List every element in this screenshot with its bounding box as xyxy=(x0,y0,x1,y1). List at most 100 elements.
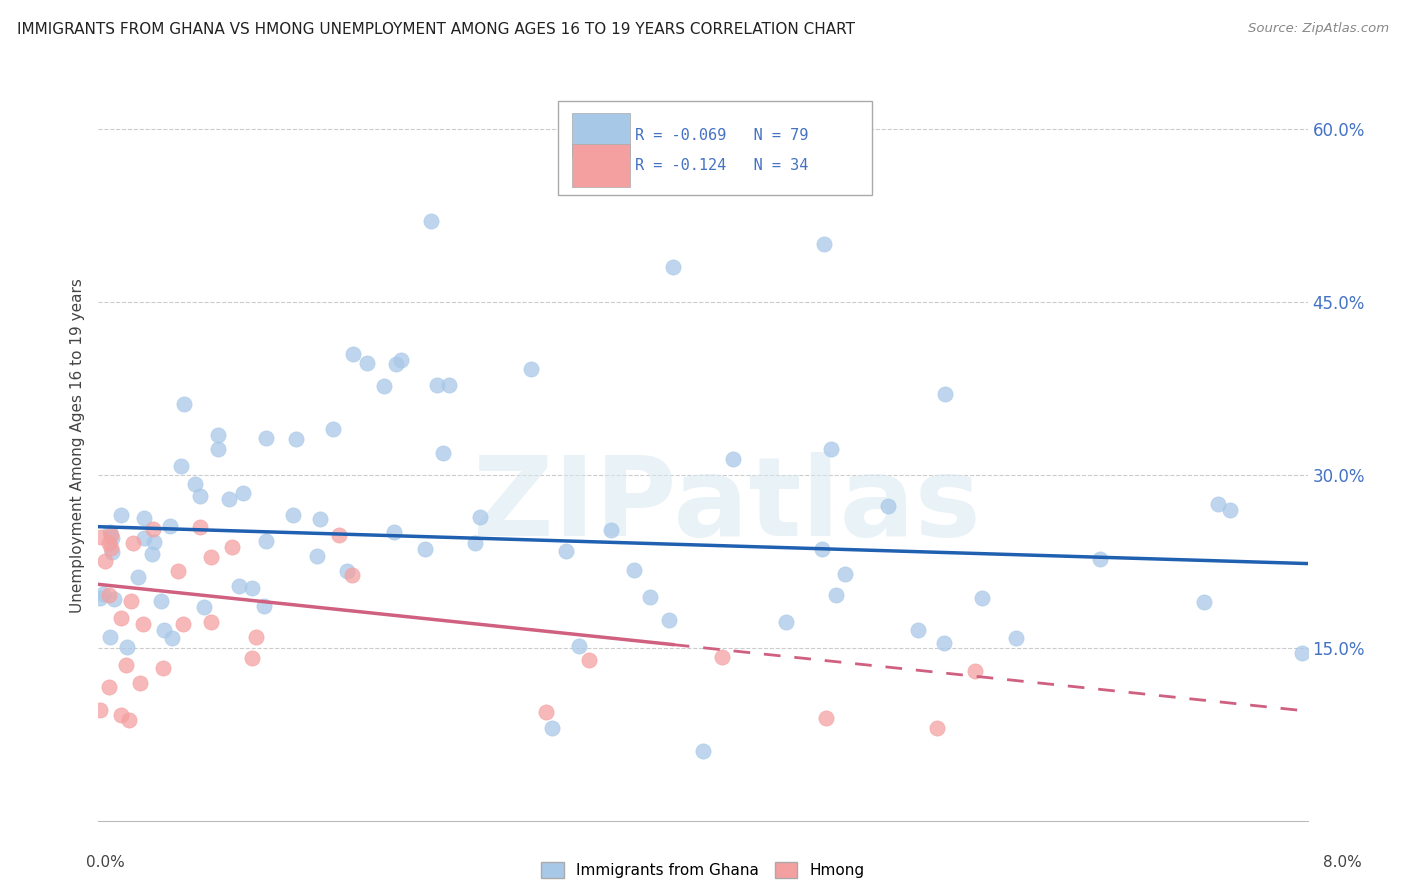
Point xyxy=(218,492,240,507)
Point xyxy=(173,397,195,411)
Legend: Immigrants from Ghana, Hmong: Immigrants from Ghana, Hmong xyxy=(536,856,870,884)
Point xyxy=(328,528,350,542)
Point xyxy=(925,721,948,735)
Text: R = -0.124   N = 34: R = -0.124 N = 34 xyxy=(636,158,808,173)
Point xyxy=(385,357,408,371)
Point xyxy=(820,442,842,457)
Point xyxy=(623,563,645,577)
Text: ZIPatlas: ZIPatlas xyxy=(474,452,981,559)
Point xyxy=(1291,646,1313,660)
Point xyxy=(309,511,332,525)
Point xyxy=(115,640,138,654)
Point xyxy=(1219,502,1241,516)
Point xyxy=(638,590,661,604)
Point xyxy=(877,499,900,513)
FancyBboxPatch shape xyxy=(572,113,630,157)
Point xyxy=(600,523,623,537)
Point xyxy=(160,631,183,645)
Point xyxy=(188,489,211,503)
Point xyxy=(94,554,117,568)
Point xyxy=(534,705,557,719)
Point xyxy=(98,680,121,694)
Point xyxy=(342,347,364,361)
Point xyxy=(228,578,250,592)
Point xyxy=(322,422,344,436)
Point xyxy=(115,658,138,673)
Point xyxy=(200,615,222,629)
Point xyxy=(207,428,229,442)
FancyBboxPatch shape xyxy=(572,144,630,187)
Point xyxy=(159,518,181,533)
Point xyxy=(152,661,174,675)
Point xyxy=(91,587,114,601)
Text: 0.0%: 0.0% xyxy=(86,855,125,870)
Point xyxy=(98,588,121,602)
Point xyxy=(103,592,125,607)
Point xyxy=(307,549,329,563)
Point xyxy=(184,476,207,491)
Point xyxy=(110,611,132,625)
Point xyxy=(426,378,449,392)
Point xyxy=(232,485,254,500)
Point xyxy=(240,651,263,665)
Point xyxy=(389,352,412,367)
Point xyxy=(824,588,846,602)
Point xyxy=(721,452,744,467)
Point xyxy=(464,535,486,549)
Point xyxy=(382,524,405,539)
Point xyxy=(775,615,797,630)
Point xyxy=(970,591,993,605)
Text: IMMIGRANTS FROM GHANA VS HMONG UNEMPLOYMENT AMONG AGES 16 TO 19 YEARS CORRELATIO: IMMIGRANTS FROM GHANA VS HMONG UNEMPLOYM… xyxy=(17,22,855,37)
Point xyxy=(1005,632,1028,646)
Point xyxy=(101,545,124,559)
Y-axis label: Unemployment Among Ages 16 to 19 years: Unemployment Among Ages 16 to 19 years xyxy=(70,278,86,614)
Point xyxy=(252,599,274,613)
Point xyxy=(132,532,155,546)
Point xyxy=(1206,497,1229,511)
Point xyxy=(245,630,267,644)
Point xyxy=(128,676,150,690)
Point xyxy=(907,623,929,637)
Point xyxy=(340,568,363,582)
Point xyxy=(142,534,165,549)
Point xyxy=(254,533,277,548)
Point xyxy=(661,260,683,275)
Point xyxy=(153,624,176,638)
Point xyxy=(207,442,229,456)
Point xyxy=(240,581,263,595)
Point xyxy=(1194,595,1216,609)
Point xyxy=(285,432,308,446)
Point xyxy=(811,542,834,557)
Point xyxy=(540,722,562,736)
Point xyxy=(118,713,141,727)
Point xyxy=(336,564,359,578)
Point xyxy=(470,509,492,524)
Point xyxy=(127,570,149,584)
Point xyxy=(89,591,111,606)
Point xyxy=(568,639,591,653)
Point xyxy=(100,528,122,542)
Point xyxy=(150,594,173,608)
Point xyxy=(120,594,142,608)
Point xyxy=(658,613,681,627)
Point xyxy=(193,600,215,615)
Point xyxy=(170,459,193,474)
Point xyxy=(815,711,838,725)
Point xyxy=(554,544,576,558)
Point xyxy=(1090,552,1112,566)
Point xyxy=(141,547,163,561)
Point xyxy=(90,530,112,544)
Text: Source: ZipAtlas.com: Source: ZipAtlas.com xyxy=(1249,22,1389,36)
Point xyxy=(132,616,155,631)
Point xyxy=(221,541,243,555)
Point xyxy=(89,703,111,717)
Point xyxy=(200,549,222,564)
Point xyxy=(190,520,212,534)
Point xyxy=(172,616,194,631)
Point xyxy=(373,379,395,393)
Point xyxy=(437,378,460,392)
Point xyxy=(110,508,132,522)
Point xyxy=(256,431,278,445)
Point xyxy=(432,446,454,460)
Point xyxy=(934,636,956,650)
